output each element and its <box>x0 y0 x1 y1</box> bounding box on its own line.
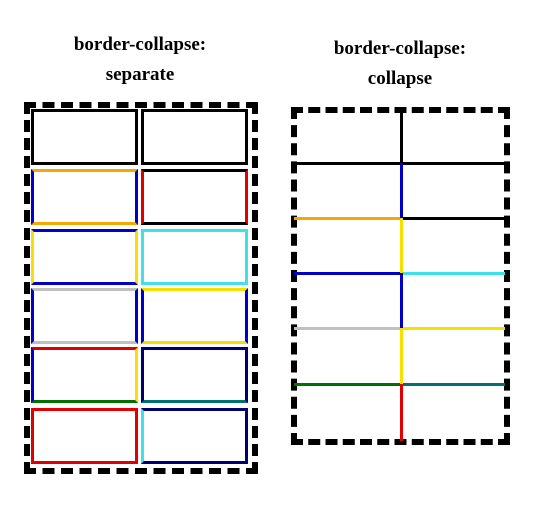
collapse-row-border-5-right <box>401 383 505 386</box>
collapse-title: border-collapse: collapse <box>290 34 510 94</box>
collapse-row-border-1-left <box>294 162 401 165</box>
separate-table-frame <box>24 102 258 474</box>
separate-title-line1: border-collapse: <box>73 34 207 55</box>
separate-cell-r3-c2 <box>141 229 248 285</box>
separate-cell-r4-c1 <box>31 288 138 344</box>
collapse-row-border-1-right <box>401 162 505 165</box>
collapse-column-border-5 <box>400 328 403 385</box>
separate-cell-r2-c2 <box>141 169 248 225</box>
separate-cell-r6-c2 <box>141 408 248 464</box>
collapse-column-border-3 <box>400 218 403 274</box>
collapse-row-border-4-left <box>294 327 401 330</box>
collapse-row-border-2-right <box>401 217 505 220</box>
separate-cell-r2-c1 <box>31 169 138 225</box>
separate-title-line2: separate <box>105 64 175 85</box>
collapse-column-border-2 <box>400 163 403 219</box>
collapse-column-border-6 <box>400 384 403 441</box>
separate-cell-r3-c1 <box>31 229 138 285</box>
separate-title: border-collapse: separate <box>30 30 250 90</box>
collapse-row-border-3-right <box>401 272 505 275</box>
separate-cell-r1-c2 <box>141 109 248 165</box>
separate-cell-r4-c2 <box>141 288 248 344</box>
separate-cell-r6-c1 <box>31 408 138 464</box>
collapse-row-border-4-right <box>401 327 505 330</box>
collapse-column-border-4 <box>400 273 403 329</box>
collapse-row-border-2-left <box>294 217 401 220</box>
separate-cell-r1-c1 <box>31 109 138 165</box>
collapse-column-border-1 <box>400 110 403 164</box>
collapse-row-border-3-left <box>294 272 401 275</box>
collapse-row-border-5-left <box>294 383 401 386</box>
separate-cell-r5-c2 <box>141 347 248 403</box>
collapse-title-line1: border-collapse: <box>333 38 467 59</box>
collapse-title-line2: collapse <box>367 68 433 89</box>
separate-cell-r5-c1 <box>31 347 138 403</box>
